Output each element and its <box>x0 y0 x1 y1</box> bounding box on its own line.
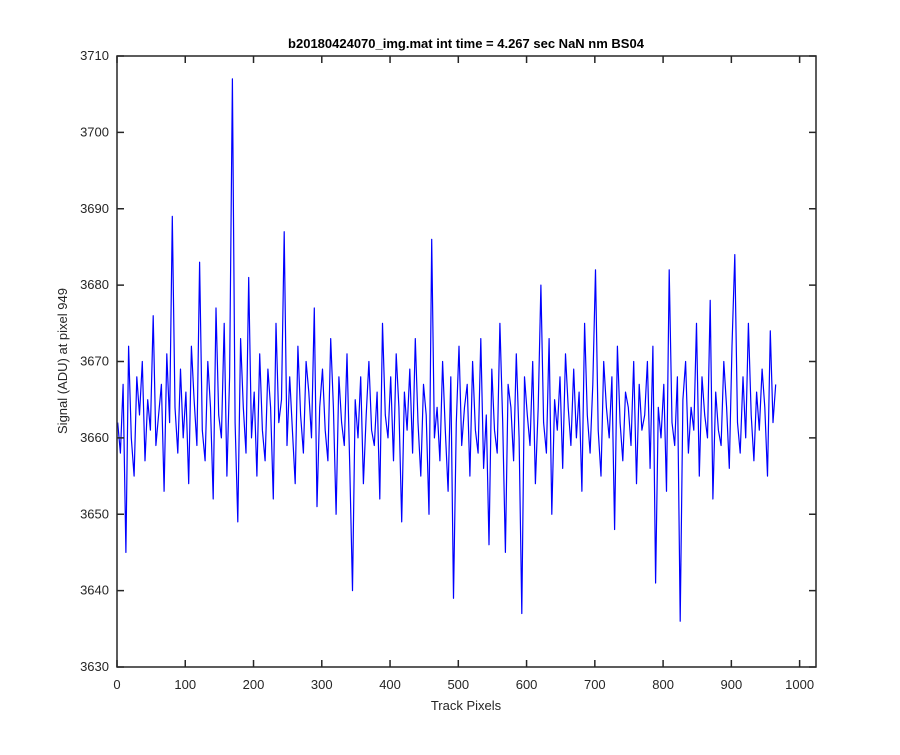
x-tick-label: 100 <box>174 677 196 692</box>
x-tick-label: 400 <box>379 677 401 692</box>
y-tick-label: 3700 <box>80 124 109 139</box>
y-tick-label: 3660 <box>80 430 109 445</box>
x-tick-label: 700 <box>584 677 606 692</box>
y-tick-label: 3640 <box>80 583 109 598</box>
x-axis-ticks: 0 100 200 300 400 500 600 700 800 900 1000 <box>113 56 814 692</box>
y-tick-label: 3670 <box>80 354 109 369</box>
x-tick-label: 600 <box>516 677 538 692</box>
x-tick-label: 1000 <box>785 677 814 692</box>
x-axis-label: Track Pixels <box>431 698 502 713</box>
signal-series-line <box>117 78 777 622</box>
x-tick-label: 800 <box>652 677 674 692</box>
y-axis-ticks: 3630 3640 3650 3660 3670 3680 3690 3700 3710 <box>80 48 816 674</box>
y-tick-label: 3690 <box>80 201 109 216</box>
x-tick-label: 900 <box>721 677 743 692</box>
x-tick-label: 200 <box>243 677 265 692</box>
x-tick-label: 0 <box>113 677 120 692</box>
x-tick-label: 500 <box>447 677 469 692</box>
y-tick-label: 3680 <box>80 277 109 292</box>
y-tick-label: 3710 <box>80 48 109 63</box>
y-tick-label: 3630 <box>80 659 109 674</box>
chart-title: b20180424070_img.mat int time = 4.267 se… <box>288 36 645 51</box>
x-tick-label: 300 <box>311 677 333 692</box>
y-axis-label: Signal (ADU) at pixel 949 <box>55 288 70 434</box>
y-tick-label: 3650 <box>80 506 109 521</box>
